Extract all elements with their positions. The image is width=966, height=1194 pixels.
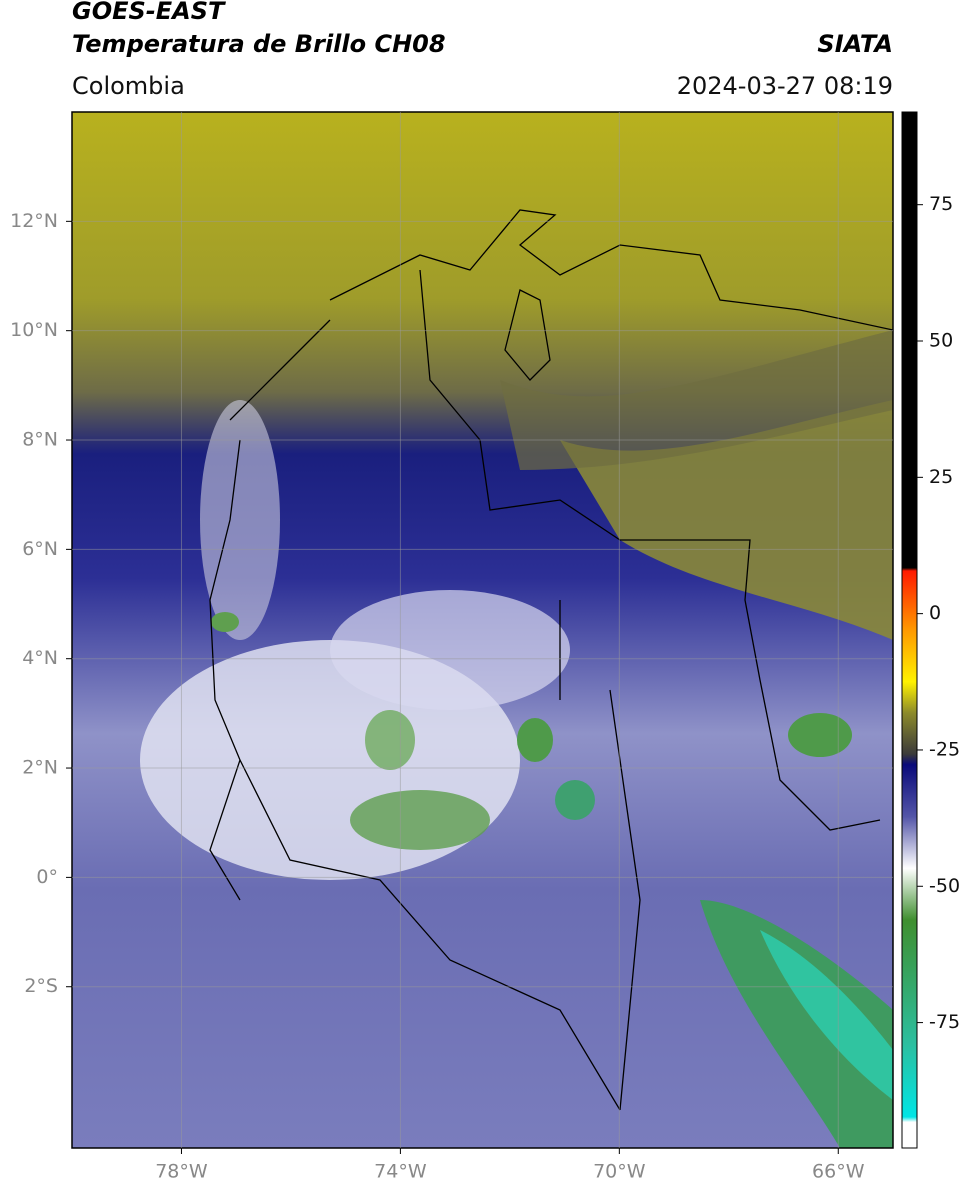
x-tick-label: 78°W [155, 1161, 208, 1183]
colorbar-tick-label: -25 [929, 738, 960, 760]
region: Colombia [72, 72, 185, 100]
x-tick-label: 66°W [812, 1161, 865, 1183]
y-tick-label: 10°N [10, 319, 58, 341]
timestamp: 2024-03-27 08:19 [677, 72, 893, 100]
source: SIATA [817, 30, 893, 58]
colorbar-tick-label: -50 [929, 875, 960, 897]
y-tick-label: 4°N [22, 647, 58, 669]
satellite: GOES-EAST [72, 0, 226, 25]
colorbar [901, 111, 918, 1149]
y-tick-label: 2°N [22, 757, 58, 779]
colorbar-tick-label: -75 [929, 1011, 960, 1033]
colorbar-tick-label: 50 [929, 330, 953, 352]
map-frame [71, 111, 894, 1149]
y-tick-label: 8°N [22, 429, 58, 451]
y-tick-label: 2°S [24, 975, 58, 997]
y-tick-label: 6°N [22, 538, 58, 560]
y-tick-label: 0° [36, 866, 58, 888]
y-tick-label: 12°N [10, 210, 58, 232]
product: Temperatura de Brillo CH08 [72, 30, 446, 58]
map-image [72, 112, 893, 1148]
colorbar-tick-label: 75 [929, 193, 953, 215]
x-tick-label: 74°W [374, 1161, 427, 1183]
colorbar-tick-label: 0 [929, 602, 941, 624]
colorbar-tick-label: 25 [929, 466, 953, 488]
x-tick-label: 70°W [593, 1161, 646, 1183]
